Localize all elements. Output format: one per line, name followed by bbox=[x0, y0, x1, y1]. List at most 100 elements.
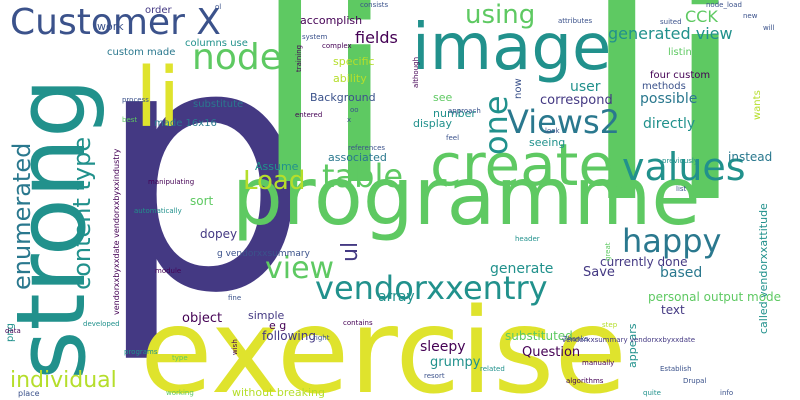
word-15: vendorxxentry bbox=[315, 269, 548, 307]
word-45: object bbox=[182, 311, 223, 326]
word-119: attributes bbox=[558, 17, 593, 25]
word-110: look bbox=[545, 127, 560, 135]
word-52: seeing bbox=[529, 136, 566, 149]
word-98: list bbox=[676, 185, 687, 193]
word-97: great bbox=[604, 242, 612, 261]
word-118: training bbox=[295, 44, 303, 72]
word-88: programs bbox=[124, 348, 158, 356]
word-28: directly bbox=[643, 116, 696, 132]
word-31: personal output mode bbox=[648, 290, 782, 304]
word-29: user bbox=[570, 79, 601, 95]
word-91: data bbox=[5, 327, 21, 335]
word-81: Drupal bbox=[683, 377, 707, 385]
word-25: CCK bbox=[685, 7, 718, 26]
word-33: generate bbox=[490, 261, 554, 277]
word-57: ability bbox=[333, 72, 367, 85]
word-34: array bbox=[378, 289, 415, 305]
word-65: order bbox=[145, 5, 172, 16]
word-92: fine bbox=[228, 294, 242, 302]
word-30: correspond bbox=[540, 93, 613, 108]
word-19: one bbox=[477, 95, 515, 155]
word-64: work bbox=[97, 20, 124, 33]
word-85: resort bbox=[424, 372, 445, 380]
word-112: best bbox=[122, 116, 138, 124]
word-109: although bbox=[412, 56, 420, 88]
word-94: contains bbox=[343, 319, 373, 327]
word-51: associated bbox=[328, 151, 387, 164]
word-115: consists bbox=[360, 1, 389, 9]
word-107: entered bbox=[295, 111, 323, 119]
word-44: following bbox=[262, 329, 316, 343]
word-21: content type bbox=[68, 136, 96, 290]
word-54: number bbox=[433, 107, 476, 120]
word-23: generated view bbox=[608, 24, 733, 43]
word-116: system bbox=[302, 33, 328, 41]
word-120: node_load bbox=[706, 1, 742, 9]
word-96: step bbox=[602, 321, 618, 329]
word-61: custom made bbox=[107, 47, 176, 58]
word-76: vendorxxsummary vendorxxbyxxdate bbox=[562, 336, 696, 344]
word-89: wish bbox=[231, 339, 239, 355]
word-103: references bbox=[348, 144, 386, 152]
word-26: ul bbox=[338, 241, 363, 262]
word-80: algorithms bbox=[566, 377, 604, 385]
word-16: view bbox=[265, 251, 335, 286]
word-27: possible bbox=[640, 91, 698, 107]
word-70: appears bbox=[626, 323, 639, 368]
word-117: complex bbox=[322, 42, 352, 50]
word-83: quite bbox=[643, 389, 661, 397]
word-82: info bbox=[720, 389, 734, 397]
word-77: Thanks bbox=[563, 335, 589, 343]
word-42: substituted bbox=[505, 329, 573, 343]
word-37: instead bbox=[728, 150, 773, 164]
word-24: fields bbox=[355, 28, 398, 47]
word-113: now bbox=[513, 78, 524, 99]
word-87: type bbox=[172, 354, 188, 362]
word-74: place bbox=[18, 389, 40, 398]
word-38: called vendorxxattitude bbox=[757, 203, 770, 334]
word-48: dopey bbox=[200, 227, 238, 241]
word-43: text bbox=[661, 303, 685, 317]
word-95: header bbox=[515, 235, 540, 243]
word-49: sort bbox=[190, 194, 214, 208]
word-40: sleepy bbox=[420, 339, 466, 355]
word-63: made 16x16 bbox=[154, 118, 217, 129]
word-69: wants bbox=[752, 90, 763, 120]
word-46: simple bbox=[248, 309, 285, 322]
word-55: see bbox=[433, 91, 453, 104]
word-11: Views2 bbox=[507, 103, 620, 141]
word-86: working bbox=[166, 389, 194, 397]
word-104: feel bbox=[446, 134, 460, 142]
word-3: exercise bbox=[140, 282, 627, 400]
word-53: display bbox=[413, 117, 453, 130]
word-114: ol bbox=[215, 3, 222, 11]
word-13: values bbox=[622, 145, 746, 189]
word-58: specific bbox=[333, 55, 375, 68]
word-2: li bbox=[580, 0, 747, 269]
word-78: Establish bbox=[660, 365, 692, 373]
word-35: Save bbox=[583, 265, 615, 280]
word-71: without breaking bbox=[232, 386, 326, 399]
word-59: accomplish bbox=[300, 14, 363, 27]
word-111: process bbox=[122, 96, 149, 104]
word-7: create bbox=[430, 131, 615, 199]
word-9: Customer X bbox=[10, 2, 221, 43]
word-0: p bbox=[95, 0, 311, 368]
word-14: happy bbox=[622, 222, 722, 260]
word-62: substitute bbox=[193, 99, 244, 110]
word-66: four custom bbox=[650, 70, 711, 81]
word-10: node bbox=[192, 37, 282, 78]
word-93: right bbox=[313, 334, 330, 342]
word-4: programme bbox=[232, 150, 701, 243]
word-47: e g bbox=[269, 319, 287, 332]
word-22: individual bbox=[10, 368, 117, 393]
word-32: based bbox=[660, 265, 703, 281]
word-41: grumpy bbox=[430, 355, 481, 370]
word-17: Load bbox=[243, 166, 306, 196]
word-18: using bbox=[465, 0, 536, 30]
word-36: currently done bbox=[600, 255, 688, 269]
word-84: related bbox=[480, 365, 505, 373]
word-50: Assume bbox=[255, 160, 299, 173]
word-56: Background bbox=[310, 91, 376, 104]
